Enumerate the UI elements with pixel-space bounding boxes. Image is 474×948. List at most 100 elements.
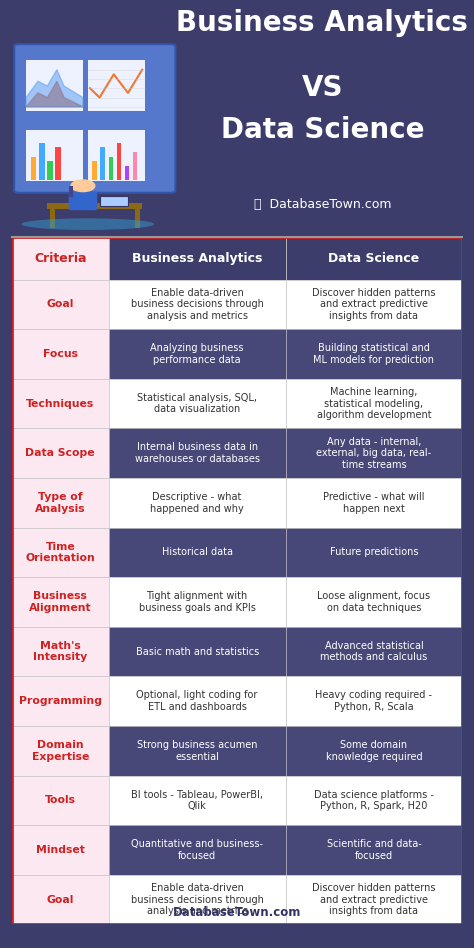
Bar <box>286 237 462 280</box>
Bar <box>39 143 45 180</box>
Text: Analyzing business
performance data: Analyzing business performance data <box>150 343 244 365</box>
Bar <box>286 280 462 329</box>
Text: Criteria: Criteria <box>34 252 87 264</box>
Bar <box>55 148 61 180</box>
Text: Quantitative and business-
focused: Quantitative and business- focused <box>131 839 263 861</box>
Bar <box>100 196 128 206</box>
Bar <box>109 280 286 329</box>
Text: Any data - internal,
external, big data, real-
time streams: Any data - internal, external, big data,… <box>316 437 431 470</box>
Text: Math's
Intensity: Math's Intensity <box>33 641 87 663</box>
Text: Business Analytics: Business Analytics <box>132 252 262 264</box>
Bar <box>286 676 462 726</box>
Bar <box>12 825 109 875</box>
Text: Future predictions: Future predictions <box>329 547 418 557</box>
Text: Data Science: Data Science <box>328 252 419 264</box>
Text: Discover hidden patterns
and extract predictive
insights from data: Discover hidden patterns and extract pre… <box>312 288 436 321</box>
Text: Scientific and data-
focused: Scientific and data- focused <box>327 839 421 861</box>
Bar <box>47 161 53 180</box>
Bar <box>12 237 109 280</box>
Bar <box>12 280 109 329</box>
Text: Type of
Analysis: Type of Analysis <box>35 492 86 514</box>
Text: Optional, light coding for
ETL and dashboards: Optional, light coding for ETL and dashb… <box>137 690 258 712</box>
Text: Tools: Tools <box>45 795 76 805</box>
Bar <box>92 161 97 180</box>
Polygon shape <box>26 70 83 107</box>
Text: Data Science: Data Science <box>220 117 424 144</box>
Bar <box>135 210 140 228</box>
Bar <box>12 875 109 924</box>
Text: Data Scope: Data Scope <box>26 448 95 458</box>
Bar <box>31 156 36 180</box>
FancyBboxPatch shape <box>14 45 175 192</box>
Bar <box>109 627 286 676</box>
Text: Some domain
knowledge required: Some domain knowledge required <box>326 740 422 761</box>
Bar <box>12 379 109 428</box>
Polygon shape <box>26 82 83 107</box>
Bar <box>12 775 109 825</box>
Bar <box>286 825 462 875</box>
Bar <box>12 528 109 577</box>
Bar <box>12 676 109 726</box>
Text: Basic math and statistics: Basic math and statistics <box>136 647 259 657</box>
Text: Strong business acumen
essential: Strong business acumen essential <box>137 740 257 761</box>
Text: Tight alignment with
business goals and KPIs: Tight alignment with business goals and … <box>139 592 255 612</box>
Text: Programming: Programming <box>19 696 102 706</box>
Bar <box>100 148 105 180</box>
Text: Business Analytics: Business Analytics <box>176 9 468 37</box>
Text: VS: VS <box>301 74 343 102</box>
Bar <box>12 428 109 478</box>
Bar <box>117 143 121 180</box>
Text: Building statistical and
ML models for prediction: Building statistical and ML models for p… <box>313 343 434 365</box>
Bar <box>109 237 286 280</box>
Text: Enable data-driven
business decisions through
analysis and metrics: Enable data-driven business decisions th… <box>131 883 264 916</box>
Bar <box>286 775 462 825</box>
Bar <box>109 528 286 577</box>
Text: Predictive - what will
happen next: Predictive - what will happen next <box>323 492 425 514</box>
Text: Historical data: Historical data <box>162 547 233 557</box>
Bar <box>12 726 109 775</box>
Bar <box>109 379 286 428</box>
FancyBboxPatch shape <box>69 191 97 210</box>
Text: Techniques: Techniques <box>26 398 94 409</box>
Text: Business
Alignment: Business Alignment <box>29 592 91 612</box>
Text: Goal: Goal <box>46 300 74 309</box>
Bar <box>286 726 462 775</box>
Bar <box>109 478 286 528</box>
Text: Statistical analysis, SQL,
data visualization: Statistical analysis, SQL, data visualiz… <box>137 392 257 414</box>
Text: Mindset: Mindset <box>36 845 85 855</box>
Bar <box>26 61 83 112</box>
Bar <box>286 329 462 379</box>
Bar <box>286 627 462 676</box>
Bar <box>12 329 109 379</box>
Text: Descriptive - what
happened and why: Descriptive - what happened and why <box>150 492 244 514</box>
Bar <box>69 186 73 197</box>
Text: Data science platforms -
Python, R, Spark, H20: Data science platforms - Python, R, Spar… <box>314 790 434 811</box>
Bar <box>109 775 286 825</box>
Bar <box>109 428 286 478</box>
Bar <box>109 726 286 775</box>
Bar <box>12 478 109 528</box>
Bar <box>286 428 462 478</box>
Bar <box>109 875 286 924</box>
Bar <box>88 130 145 181</box>
Text: Machine learning,
statistical modeling,
algorithm development: Machine learning, statistical modeling, … <box>317 387 431 420</box>
Text: Advanced statistical
methods and calculus: Advanced statistical methods and calculu… <box>320 641 428 663</box>
Bar <box>109 329 286 379</box>
Text: Heavy coding required -
Python, R, Scala: Heavy coding required - Python, R, Scala <box>315 690 432 712</box>
Text: Discover hidden patterns
and extract predictive
insights from data: Discover hidden patterns and extract pre… <box>312 883 436 916</box>
Bar <box>50 210 55 228</box>
Bar <box>125 166 129 180</box>
Text: Internal business data in
warehouses or databases: Internal business data in warehouses or … <box>135 443 260 464</box>
Text: Loose alignment, focus
on data techniques: Loose alignment, focus on data technique… <box>317 592 430 612</box>
Bar <box>88 61 145 112</box>
Text: BI tools - Tableau, PowerBI,
Qlik: BI tools - Tableau, PowerBI, Qlik <box>131 790 263 811</box>
Bar <box>133 152 137 180</box>
Bar <box>109 156 113 180</box>
Text: Enable data-driven
business decisions through
analysis and metrics: Enable data-driven business decisions th… <box>131 288 264 321</box>
Bar <box>26 130 83 181</box>
Bar <box>286 577 462 627</box>
Bar <box>286 875 462 924</box>
Bar <box>109 676 286 726</box>
Bar <box>109 577 286 627</box>
Bar <box>12 627 109 676</box>
